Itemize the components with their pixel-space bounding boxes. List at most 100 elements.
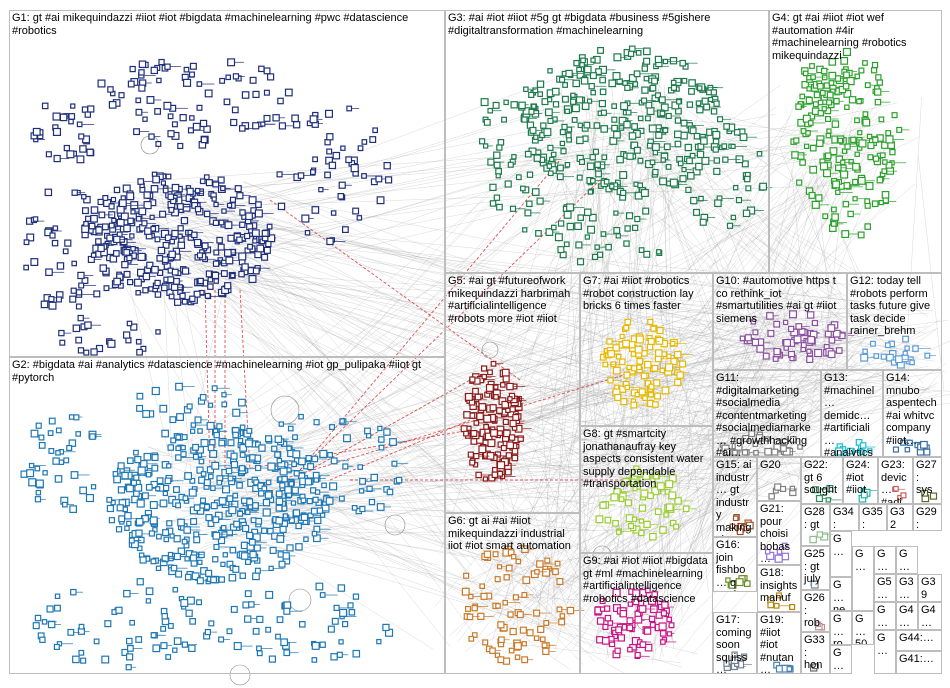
- node[interactable]: [269, 546, 277, 555]
- node[interactable]: [38, 442, 46, 449]
- node[interactable]: [71, 260, 78, 267]
- node[interactable]: [583, 65, 592, 74]
- node[interactable]: [162, 187, 169, 194]
- node[interactable]: [142, 116, 148, 122]
- node[interactable]: [169, 238, 176, 245]
- node[interactable]: [376, 503, 385, 511]
- node[interactable]: [528, 108, 535, 115]
- node[interactable]: [546, 96, 553, 103]
- node[interactable]: [73, 414, 80, 421]
- node[interactable]: [292, 509, 301, 517]
- node[interactable]: [211, 461, 220, 470]
- node[interactable]: [375, 175, 383, 183]
- node[interactable]: [645, 101, 653, 109]
- node[interactable]: [565, 132, 572, 139]
- node[interactable]: [321, 482, 327, 489]
- node[interactable]: [130, 209, 136, 215]
- node[interactable]: [287, 425, 294, 432]
- node[interactable]: [803, 143, 810, 149]
- node[interactable]: [330, 457, 338, 465]
- node[interactable]: [597, 46, 605, 54]
- node[interactable]: [95, 238, 102, 245]
- node[interactable]: [854, 117, 860, 124]
- node[interactable]: [378, 436, 385, 443]
- node[interactable]: [143, 191, 151, 199]
- node[interactable]: [145, 598, 152, 604]
- node[interactable]: [32, 216, 39, 222]
- node[interactable]: [557, 246, 565, 254]
- node[interactable]: [331, 617, 339, 625]
- node[interactable]: [168, 293, 175, 300]
- node[interactable]: [107, 339, 116, 348]
- node[interactable]: [254, 567, 261, 574]
- node[interactable]: [265, 590, 274, 599]
- node[interactable]: [307, 463, 315, 471]
- node[interactable]: [179, 113, 187, 122]
- node[interactable]: [226, 628, 233, 635]
- node[interactable]: [278, 560, 286, 568]
- node[interactable]: [155, 565, 162, 572]
- node[interactable]: [561, 95, 569, 103]
- node[interactable]: [141, 220, 148, 227]
- node[interactable]: [743, 175, 751, 183]
- node[interactable]: [125, 653, 134, 661]
- node[interactable]: [619, 171, 628, 180]
- node[interactable]: [554, 233, 563, 242]
- node[interactable]: [559, 140, 566, 147]
- node[interactable]: [479, 138, 486, 145]
- node[interactable]: [197, 277, 204, 285]
- node[interactable]: [72, 324, 81, 333]
- node[interactable]: [118, 199, 127, 208]
- node[interactable]: [197, 559, 203, 565]
- node[interactable]: [93, 290, 101, 298]
- node[interactable]: [95, 226, 103, 234]
- node[interactable]: [333, 604, 340, 612]
- node[interactable]: [30, 429, 39, 438]
- node[interactable]: [295, 543, 303, 551]
- node[interactable]: [64, 239, 72, 247]
- node[interactable]: [246, 531, 254, 540]
- node[interactable]: [298, 457, 306, 466]
- node[interactable]: [127, 80, 135, 88]
- node[interactable]: [256, 615, 264, 624]
- node[interactable]: [152, 175, 161, 184]
- node[interactable]: [829, 147, 838, 156]
- node[interactable]: [866, 133, 873, 140]
- node[interactable]: [311, 206, 320, 214]
- node[interactable]: [45, 268, 53, 277]
- node[interactable]: [536, 80, 545, 88]
- node[interactable]: [347, 602, 354, 609]
- node[interactable]: [330, 210, 337, 216]
- node[interactable]: [515, 174, 522, 181]
- node[interactable]: [160, 180, 166, 186]
- node[interactable]: [196, 466, 204, 474]
- node[interactable]: [208, 620, 215, 627]
- node[interactable]: [531, 188, 540, 196]
- node[interactable]: [133, 449, 139, 456]
- node[interactable]: [325, 109, 334, 118]
- node[interactable]: [165, 654, 172, 660]
- node[interactable]: [135, 636, 143, 643]
- node[interactable]: [279, 482, 286, 489]
- node[interactable]: [881, 191, 890, 199]
- node[interactable]: [278, 421, 285, 427]
- node[interactable]: [576, 174, 583, 181]
- node[interactable]: [503, 99, 509, 106]
- node[interactable]: [679, 175, 687, 183]
- node[interactable]: [188, 644, 196, 652]
- node[interactable]: [161, 284, 168, 292]
- node[interactable]: [252, 122, 260, 130]
- node[interactable]: [395, 476, 403, 484]
- node[interactable]: [802, 114, 811, 123]
- node[interactable]: [141, 492, 149, 500]
- node[interactable]: [613, 130, 621, 139]
- node[interactable]: [583, 121, 591, 129]
- node[interactable]: [59, 339, 66, 346]
- node[interactable]: [126, 320, 133, 327]
- node[interactable]: [207, 283, 214, 290]
- node[interactable]: [149, 501, 158, 510]
- node[interactable]: [298, 413, 304, 420]
- node[interactable]: [164, 477, 172, 485]
- node[interactable]: [192, 443, 199, 451]
- node[interactable]: [611, 103, 618, 110]
